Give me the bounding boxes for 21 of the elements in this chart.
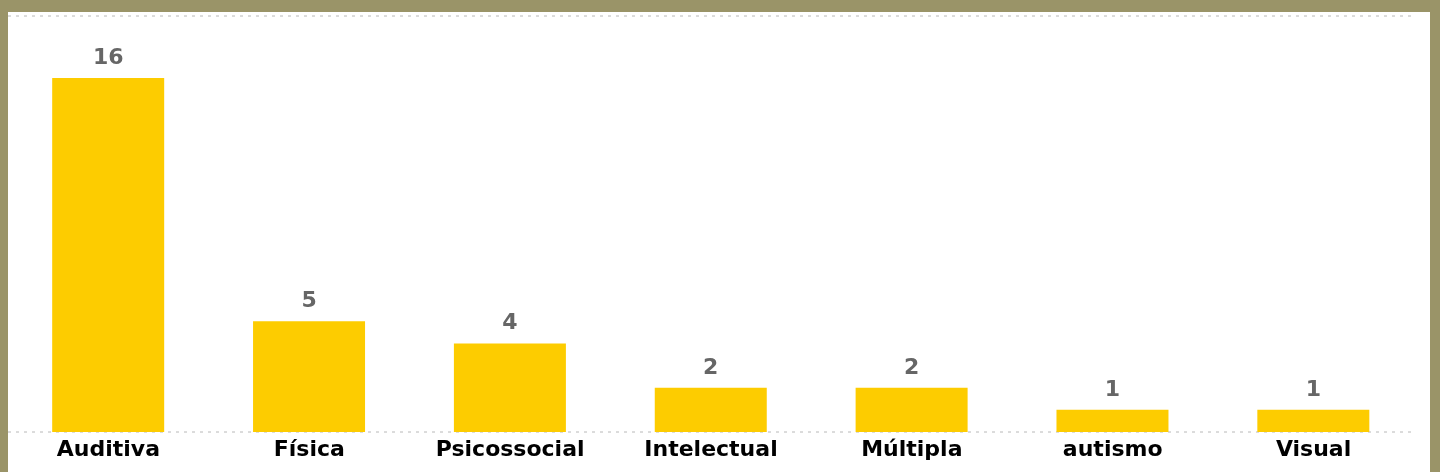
bar [855,387,968,432]
bar [1056,409,1169,432]
bar [654,387,767,432]
x-tick-label: autismo [1062,435,1163,461]
x-tick-label: Intelectual [644,435,778,461]
bar [52,77,165,432]
x-tick-label: Múltipla [861,435,963,461]
data-label: 1 [1305,375,1321,401]
data-label: 5 [301,287,317,313]
data-label: 4 [502,309,518,335]
bar [453,343,566,432]
data-label: 2 [903,353,920,379]
bar [1257,409,1370,432]
data-label: 16 [92,43,124,69]
x-tick-label: Física [273,435,345,461]
x-tick-label: Visual [1275,435,1352,461]
data-label: 1 [1104,375,1121,401]
x-tick-label: Auditiva [56,435,161,461]
x-tick-label: Psicossocial [435,435,585,461]
bar [253,321,366,432]
data-label: 2 [703,353,719,379]
